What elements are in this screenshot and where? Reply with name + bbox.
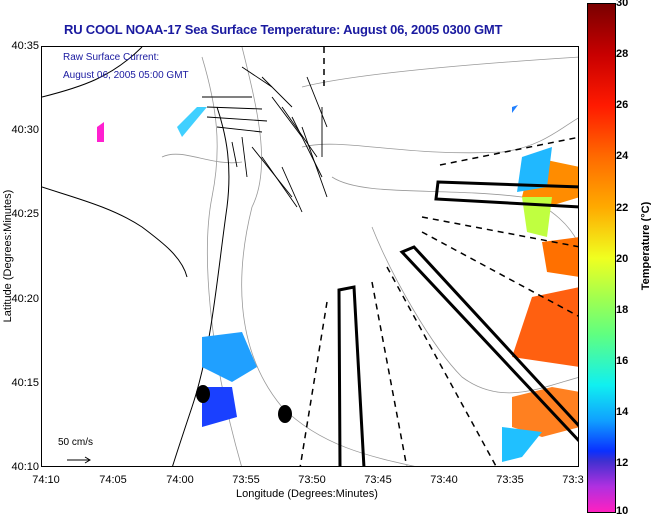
colorbar-tick: 18	[616, 304, 629, 316]
dashed-line	[299, 301, 328, 466]
x-tick-label: 73:40	[430, 474, 458, 486]
contour-line	[301, 56, 578, 88]
vector-arrow	[281, 166, 303, 213]
sst-patches	[97, 105, 578, 462]
sampling-box	[337, 285, 366, 466]
scale-arrow-icon	[67, 456, 91, 464]
x-tick-label: 73:3	[562, 474, 584, 486]
inset-line1: Raw Surface Current:	[63, 52, 160, 63]
current-vectors	[202, 66, 328, 213]
sst-patch	[202, 332, 257, 382]
colorbar-tick: 10	[616, 505, 629, 517]
x-tick-label: 73:35	[496, 474, 524, 486]
colorbar-tick: 24	[616, 150, 629, 162]
sst-patch	[517, 147, 552, 192]
sst-patch	[542, 237, 578, 277]
colorbar-tick: 28	[616, 48, 629, 60]
dashed-line	[421, 231, 578, 317]
y-axis-title: Latitude (Degrees:Minutes)	[2, 189, 14, 323]
colorbar-tick: 20	[616, 253, 629, 265]
contour-line	[161, 153, 243, 164]
colorbar	[587, 3, 616, 513]
colorbar-tick: 12	[616, 457, 629, 469]
dashed-transects	[299, 47, 578, 466]
vector-arrow	[231, 141, 238, 168]
vector-arrow	[206, 116, 268, 122]
station-marker	[278, 405, 292, 423]
vector-arrow	[261, 76, 293, 108]
colorbar-tick: 30	[616, 0, 629, 9]
station-marker	[196, 385, 210, 403]
contour-line	[301, 117, 578, 154]
sst-patch	[512, 387, 578, 437]
vector-arrow	[241, 66, 273, 88]
colorbar-tick: 26	[616, 99, 629, 111]
sst-patch	[522, 197, 552, 237]
vector-arrow	[206, 106, 263, 110]
dashed-line	[371, 281, 408, 466]
vector-arrow	[241, 136, 248, 178]
dashed-line	[421, 216, 578, 248]
colorbar-tick: 16	[616, 355, 629, 367]
sst-patch	[512, 105, 518, 113]
dashed-line	[439, 136, 578, 166]
x-axis-title: Longitude (Degrees:Minutes)	[236, 488, 378, 500]
coastline	[42, 47, 230, 466]
vector-arrow	[291, 116, 323, 178]
sampling-box	[434, 180, 578, 209]
y-tick-label: 40:30	[11, 124, 39, 136]
contour-line	[371, 226, 578, 394]
y-tick-label: 40:25	[11, 208, 39, 220]
coastline-segment	[172, 106, 230, 466]
y-tick-label: 40:15	[11, 377, 39, 389]
vector-arrow	[306, 76, 328, 128]
sampling-boxes	[337, 180, 578, 466]
x-tick-label: 73:55	[232, 474, 260, 486]
coastline-segment	[42, 186, 188, 278]
sampling-box	[399, 245, 578, 443]
scale-label: 50 cm/s	[58, 437, 94, 448]
contour-line	[331, 176, 578, 244]
map-canvas	[42, 47, 578, 466]
contour-line	[241, 47, 415, 466]
y-tick-label: 40:20	[11, 293, 39, 305]
vector-arrow	[216, 126, 263, 133]
vector-arrow	[261, 156, 298, 208]
vector-arrow	[301, 126, 328, 198]
y-tick-label: 40:10	[11, 461, 39, 473]
sst-patch	[177, 107, 207, 137]
x-tick-label: 74:10	[32, 474, 60, 486]
coastline-segment	[42, 47, 143, 98]
map-plot-area	[41, 46, 579, 467]
colorbar-tick: 22	[616, 202, 629, 214]
x-tick-label: 74:05	[99, 474, 127, 486]
x-tick-label: 74:00	[166, 474, 194, 486]
dashed-line	[386, 266, 497, 466]
bathymetry-contours	[161, 47, 578, 466]
sst-patch	[512, 287, 578, 367]
sst-patch	[502, 427, 542, 462]
sst-patch	[97, 122, 104, 142]
sst-patch	[202, 387, 237, 427]
x-tick-label: 73:45	[364, 474, 392, 486]
y-tick-label: 40:35	[11, 40, 39, 52]
vector-arrow	[271, 96, 303, 138]
colorbar-title: Temperature (°C)	[640, 201, 651, 291]
chart-title: RU COOL NOAA-17 Sea Surface Temperature:…	[64, 22, 503, 37]
colorbar-tick: 14	[616, 406, 629, 418]
inset-line2: August 06, 2005 05:00 GMT	[63, 70, 189, 81]
x-tick-label: 73:50	[298, 474, 326, 486]
contour-line	[201, 56, 242, 466]
